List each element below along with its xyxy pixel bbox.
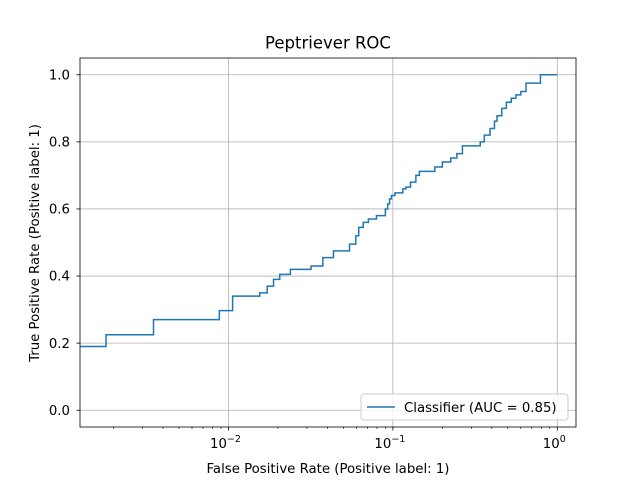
grid-lines — [80, 58, 576, 427]
y-tick-label: 0.8 — [49, 136, 70, 151]
x-tick-label-base: 10 — [374, 437, 391, 452]
y-tick-label: 0.4 — [49, 270, 70, 285]
y-tick-label: 1.0 — [49, 68, 70, 83]
chart-title: Peptriever ROC — [265, 34, 391, 53]
roc-curve-line — [80, 74, 558, 348]
x-tick-label-exponent: −1 — [391, 434, 405, 445]
x-tick-label-base: 10 — [210, 437, 227, 452]
series-layer — [80, 74, 558, 348]
y-axis-ticks: 0.0 0.2 0.4 0.6 0.8 1.0 — [49, 68, 80, 419]
legend-box — [360, 393, 569, 421]
legend-label: Classifier (AUC = 0.85) — [404, 401, 557, 416]
legend: Classifier (AUC = 0.85) — [360, 393, 569, 421]
y-tick-label: 0.6 — [49, 203, 70, 218]
x-axis-label: False Positive Rate (Positive label: 1) — [207, 462, 450, 477]
x-tick-label-exponent: −2 — [227, 434, 241, 445]
x-tick-label-base: 10 — [543, 437, 560, 452]
y-tick-label: 0.2 — [49, 337, 70, 352]
axes-frame — [79, 57, 577, 428]
y-tick-label: 0.0 — [49, 404, 70, 419]
x-axis-ticks: 10−2 10−1 100 — [113, 427, 566, 452]
x-tick-label-exponent: 0 — [560, 434, 566, 445]
y-axis-label: True Positive Rate (Positive label: 1) — [28, 124, 43, 363]
x-tick-label: 10−2 — [210, 434, 241, 452]
x-tick-label: 10−1 — [374, 434, 405, 452]
x-tick-label: 100 — [543, 434, 566, 452]
